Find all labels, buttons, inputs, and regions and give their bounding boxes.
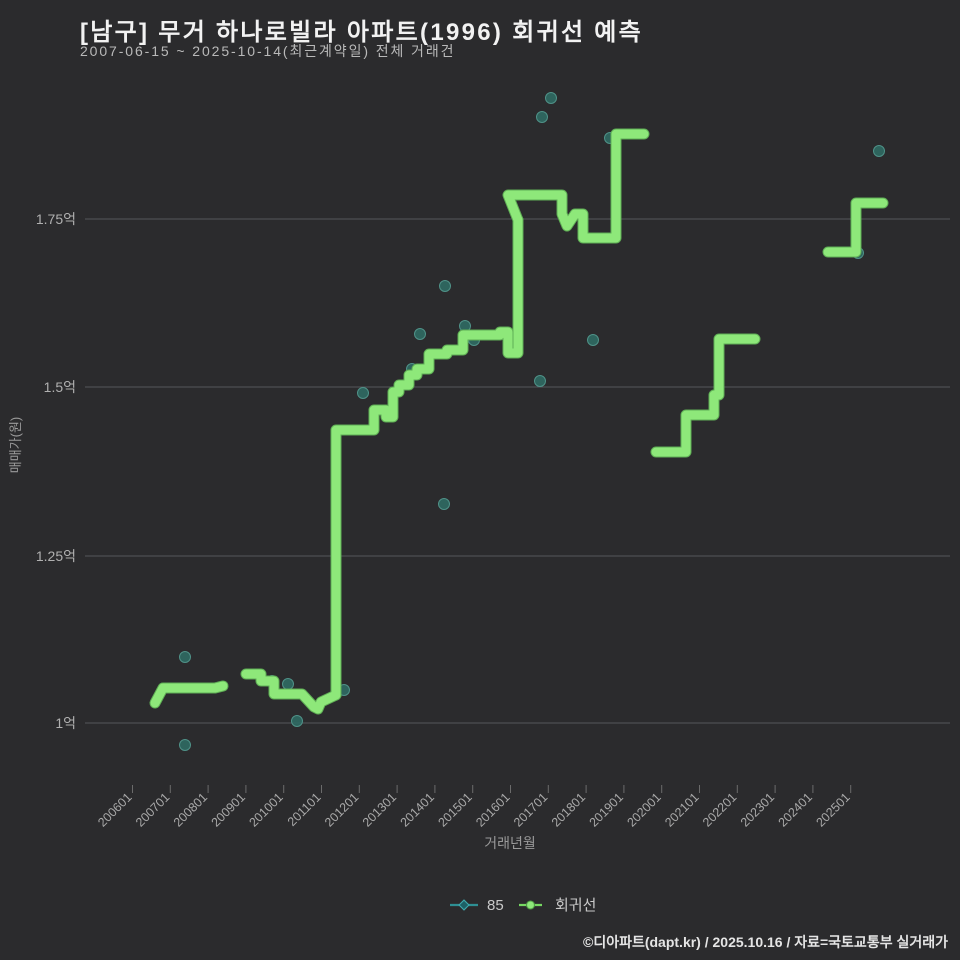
svg-text:85: 85 bbox=[487, 897, 504, 914]
svg-text:200601: 200601 bbox=[95, 790, 134, 829]
svg-text:201101: 201101 bbox=[285, 790, 324, 829]
svg-text:201001: 201001 bbox=[246, 790, 285, 829]
svg-text:1.25억: 1.25억 bbox=[36, 548, 76, 564]
svg-text:1.75억: 1.75억 bbox=[36, 211, 76, 227]
svg-text:회귀선: 회귀선 bbox=[555, 897, 596, 914]
svg-text:202201: 202201 bbox=[700, 790, 739, 829]
svg-text:200801: 200801 bbox=[171, 790, 210, 829]
svg-text:1.5억: 1.5억 bbox=[44, 379, 76, 395]
svg-text:200901: 200901 bbox=[209, 790, 248, 829]
svg-text:201701: 201701 bbox=[511, 790, 550, 829]
svg-text:201201: 201201 bbox=[322, 790, 361, 829]
svg-text:1억: 1억 bbox=[55, 715, 76, 731]
svg-text:201601: 201601 bbox=[473, 790, 512, 829]
svg-text:201401: 201401 bbox=[398, 790, 437, 829]
svg-text:202001: 202001 bbox=[624, 790, 663, 829]
svg-text:202101: 202101 bbox=[662, 790, 701, 829]
svg-text:202501: 202501 bbox=[813, 790, 852, 829]
svg-text:202301: 202301 bbox=[738, 790, 777, 829]
svg-text:201301: 201301 bbox=[360, 790, 399, 829]
svg-text:매매가(원): 매매가(원) bbox=[8, 417, 23, 474]
svg-text:202401: 202401 bbox=[776, 790, 815, 829]
svg-text:200701: 200701 bbox=[133, 790, 172, 829]
svg-text:201801: 201801 bbox=[549, 790, 588, 829]
svg-text:201901: 201901 bbox=[587, 790, 626, 829]
svg-text:201501: 201501 bbox=[435, 790, 474, 829]
